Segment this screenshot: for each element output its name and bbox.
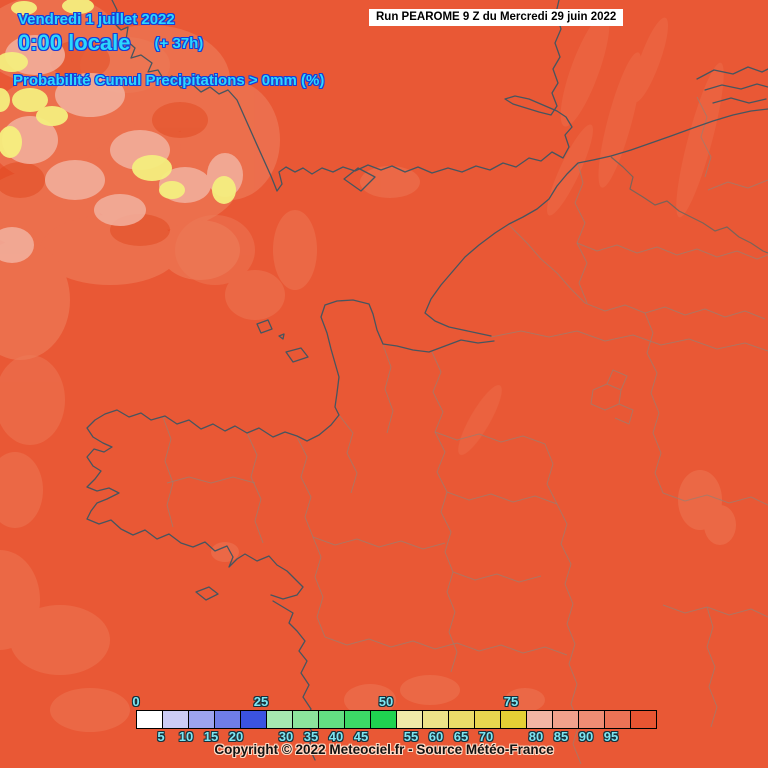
legend-cell-95: [630, 710, 657, 729]
legend-cell-20: [240, 710, 267, 729]
legend-cell-40: [344, 710, 371, 729]
legend-cell-0: [136, 710, 163, 729]
country-border-france-belgium: [610, 156, 768, 254]
forecast-hour-offset: (+ 37h): [154, 35, 204, 52]
yellow-patches: [0, 0, 236, 204]
legend-cell-50: [396, 710, 423, 729]
legend-cell-35: [318, 710, 345, 729]
legend-cell-70: [500, 710, 527, 729]
legend-cell-15: [214, 710, 241, 729]
legend-color-scale: [136, 710, 657, 729]
legend-cell-80: [552, 710, 579, 729]
copyright-notice: Copyright © 2022 Meteociel.fr - Source M…: [214, 742, 554, 757]
legend-cell-30: [292, 710, 319, 729]
legend-cell-90: [604, 710, 631, 729]
legend-cell-25: [266, 710, 293, 729]
run-info-box: Run PEAROME 9 Z du Mercredi 29 juin 2022: [369, 9, 624, 26]
legend-cell-55: [422, 710, 449, 729]
legend-cell-60: [448, 710, 475, 729]
legend-cell-65: [474, 710, 501, 729]
legend-cell-5: [162, 710, 189, 729]
forecast-time-row: 0:00 locale (+ 37h): [18, 30, 203, 56]
legend-cell-75: [526, 710, 553, 729]
map-parameter-title: Probabilité Cumul Precipitations > 0mm (…: [13, 72, 325, 89]
legend-cell-85: [578, 710, 605, 729]
legend-cell-10: [188, 710, 215, 729]
pink-patches: [0, 35, 243, 263]
forecast-date: Vendredi 1 juillet 2022: [18, 11, 175, 28]
legend-cell-45: [370, 710, 397, 729]
department-borders: [162, 96, 768, 765]
forecast-local-time: 0:00 locale: [18, 30, 131, 55]
light-probability-patches: [0, 0, 736, 732]
